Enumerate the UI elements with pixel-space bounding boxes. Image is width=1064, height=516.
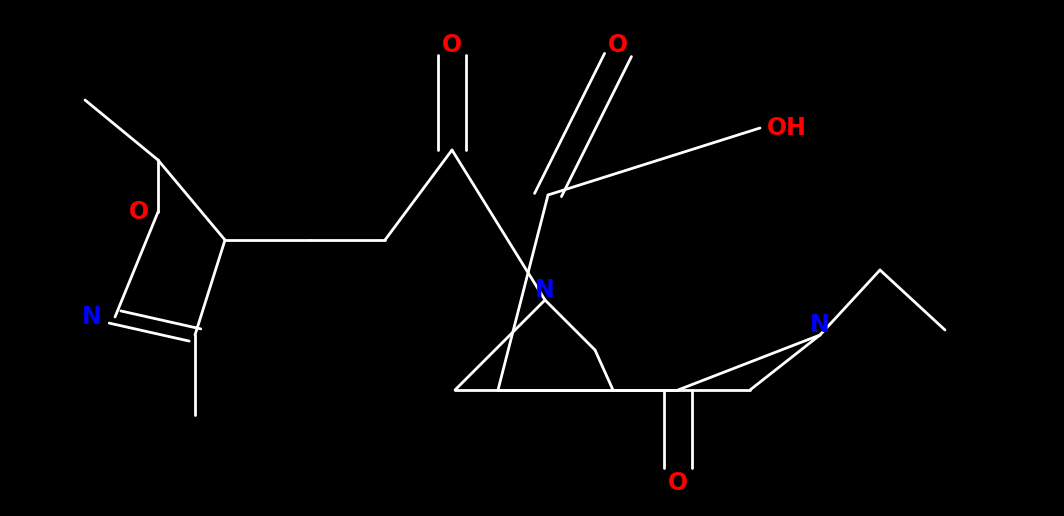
- Text: O: O: [442, 33, 462, 57]
- Text: O: O: [608, 33, 628, 57]
- Text: O: O: [129, 200, 149, 224]
- Text: N: N: [82, 305, 101, 329]
- Text: N: N: [535, 278, 554, 302]
- Text: O: O: [668, 472, 688, 495]
- Text: OH: OH: [767, 116, 807, 140]
- Text: N: N: [810, 313, 830, 336]
